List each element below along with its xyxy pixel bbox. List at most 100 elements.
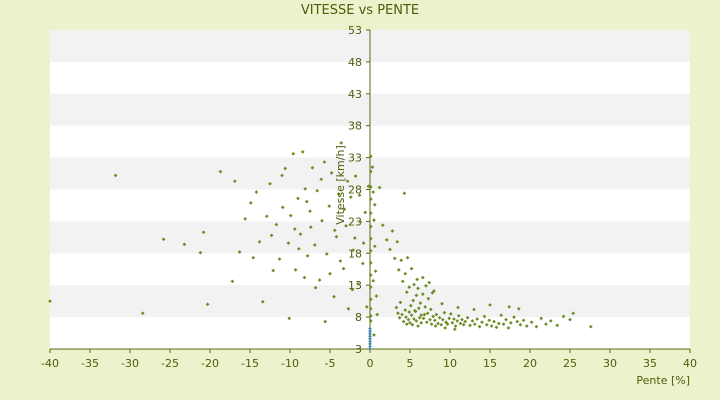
data-point [397, 315, 402, 320]
data-point-zero-slope [368, 344, 372, 349]
data-point [373, 269, 378, 274]
data-point [286, 241, 291, 246]
data-point [390, 229, 395, 233]
data-point [480, 320, 484, 325]
data-point [352, 236, 357, 240]
y-tick-label: 13 [348, 279, 362, 292]
x-tick-label: 0 [367, 357, 374, 370]
data-point [418, 301, 423, 306]
data-point [371, 278, 376, 283]
data-point [407, 285, 412, 290]
data-point [396, 311, 400, 316]
data-point [424, 320, 429, 325]
data-point [539, 316, 544, 321]
data-point [334, 234, 339, 239]
data-point [568, 317, 572, 322]
data-point [372, 218, 376, 223]
data-point [323, 319, 328, 324]
data-point [404, 290, 409, 295]
data-point [437, 315, 442, 320]
x-tick-label: -10 [281, 357, 299, 370]
data-point [507, 304, 512, 309]
data-point [458, 321, 463, 326]
data-point [368, 248, 373, 253]
x-tick-label: -35 [81, 357, 99, 370]
data-point [417, 315, 422, 320]
chart-title: VITESSE vs PENTE [301, 3, 419, 18]
data-point [450, 320, 455, 325]
y-tick-label: 43 [348, 88, 362, 101]
x-axis-title: Pente [%] [636, 374, 690, 387]
data-point [363, 210, 368, 215]
data-point [368, 169, 373, 174]
data-point [358, 220, 363, 224]
data-point [399, 258, 404, 263]
data-point [400, 279, 405, 284]
data-point [368, 285, 373, 290]
data-point [412, 308, 417, 313]
data-point [456, 305, 460, 310]
data-point [357, 193, 362, 198]
data-point-zero-slope [368, 347, 372, 351]
data-point [403, 308, 408, 313]
data-point [380, 223, 385, 228]
data-point [455, 318, 460, 323]
x-tick-label: -15 [241, 357, 259, 370]
data-point [419, 313, 424, 318]
data-point [371, 190, 376, 195]
data-point [338, 259, 343, 263]
x-tick-label: -5 [325, 357, 336, 370]
data-point [499, 313, 504, 318]
data-point [366, 184, 371, 189]
data-point [315, 188, 320, 193]
data-point-zero-slope [368, 326, 372, 331]
y-tick-label: 23 [348, 215, 362, 228]
data-point [348, 195, 353, 200]
data-point [416, 286, 420, 291]
data-point [298, 232, 303, 237]
data-point-zero-slope [368, 336, 372, 341]
data-point [300, 149, 305, 154]
data-point [482, 314, 487, 319]
data-point [313, 285, 318, 290]
data-point [308, 209, 312, 214]
data-point [291, 151, 296, 156]
x-tick-label: 10 [443, 357, 457, 370]
data-point [414, 318, 419, 323]
data-point-zero-slope [368, 341, 372, 346]
x-tick-label: 40 [683, 357, 697, 370]
data-point [319, 177, 324, 182]
data-point [404, 315, 408, 320]
data-point [368, 318, 373, 323]
y-tick-label: 3 [355, 343, 362, 356]
data-point [524, 324, 529, 328]
data-point [424, 283, 428, 288]
data-point [501, 322, 506, 327]
data-point [421, 316, 426, 321]
data-point [372, 202, 377, 207]
data-point [350, 287, 355, 292]
data-point [248, 200, 253, 205]
data-point [205, 302, 210, 307]
data-point [433, 324, 438, 328]
data-point [402, 191, 407, 196]
data-point [460, 317, 464, 322]
y-axis-title: Vitesse [km/h] [334, 145, 347, 225]
data-point [317, 278, 322, 283]
data-point [374, 294, 379, 298]
data-point [494, 325, 499, 330]
data-point [140, 311, 145, 316]
data-point [506, 325, 511, 330]
data-point [439, 322, 444, 327]
data-point [251, 255, 256, 260]
data-point [409, 266, 414, 271]
data-point [269, 233, 274, 238]
data-point [407, 310, 412, 314]
data-point [588, 324, 593, 329]
data-point [428, 317, 432, 322]
x-tick-label: 5 [407, 357, 414, 370]
data-point [302, 275, 307, 280]
data-point [264, 214, 269, 219]
data-point [401, 319, 406, 324]
